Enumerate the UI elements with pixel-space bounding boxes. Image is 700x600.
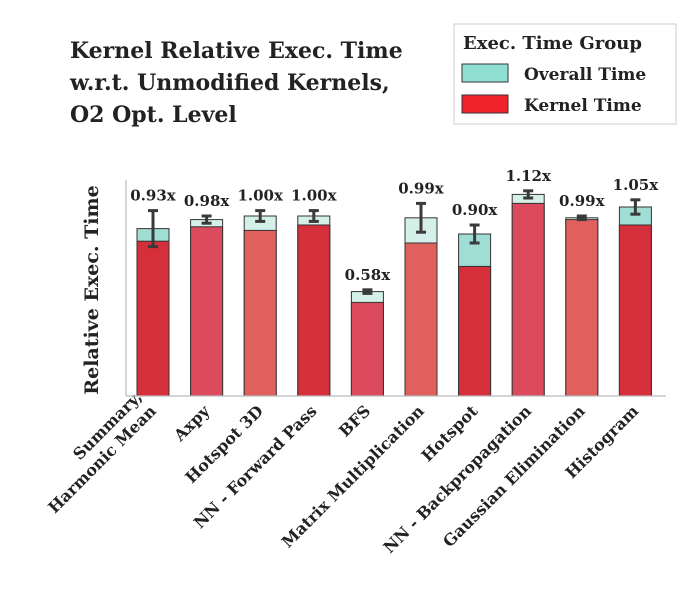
legend: Exec. Time Group Overall Time Kernel Tim… xyxy=(453,23,677,125)
legend-label-kernel-time: Kernel Time xyxy=(524,96,642,116)
data-label-2: 1.00x xyxy=(237,187,284,205)
data-label-4: 0.58x xyxy=(345,266,392,284)
bar-kernel-1 xyxy=(190,226,224,397)
x-tick-label-1: Axpy xyxy=(169,401,214,446)
data-label-3: 1.00x xyxy=(291,187,338,205)
bar-kernel-2 xyxy=(243,229,277,397)
y-axis-label: Relative Exec. Time xyxy=(81,185,103,394)
bar-kernel-4 xyxy=(350,301,384,397)
data-label-5: 0.99x xyxy=(398,179,445,197)
data-label-8: 0.99x xyxy=(559,192,606,210)
bar-kernel-3 xyxy=(297,224,331,397)
legend-swatch-kernel-time xyxy=(461,94,509,114)
bar-kernel-8 xyxy=(565,219,599,397)
bar-kernel-6 xyxy=(458,265,492,397)
bar-kernel-0 xyxy=(136,240,170,397)
chart-title-line-2: w.r.t. Unmodified Kernels, xyxy=(69,70,390,96)
data-label-6: 0.90x xyxy=(452,201,499,219)
plot-area: 0.93x Summary,Harmonic Mean 0.98x Axpy 1.00x… xyxy=(30,167,660,557)
x-tick-label-0: Summary,Harmonic Mean xyxy=(30,387,160,517)
legend-title: Exec. Time Group xyxy=(463,33,642,54)
bar-kernel-9 xyxy=(618,224,652,397)
data-label-7: 1.12x xyxy=(505,167,552,185)
data-label-9: 1.05x xyxy=(613,176,660,194)
x-tick-label-1-line-0: Axpy xyxy=(169,401,214,446)
bar-kernel-7 xyxy=(511,202,545,397)
bar-kernel-5 xyxy=(404,242,438,397)
x-tick-label-4: BFS xyxy=(335,401,374,440)
data-label-1: 0.98x xyxy=(184,192,231,210)
x-tick-label-4-line-0: BFS xyxy=(335,401,374,440)
legend-swatch-overall-time xyxy=(461,63,509,83)
data-label-0: 0.93x xyxy=(130,187,177,205)
chart-title-line-1: Kernel Relative Exec. Time xyxy=(70,38,403,64)
chart-title: Kernel Relative Exec. Time w.r.t. Unmodi… xyxy=(69,38,403,128)
legend-label-overall-time: Overall Time xyxy=(524,65,646,85)
chart-title-line-3: O2 Opt. Level xyxy=(70,102,237,128)
